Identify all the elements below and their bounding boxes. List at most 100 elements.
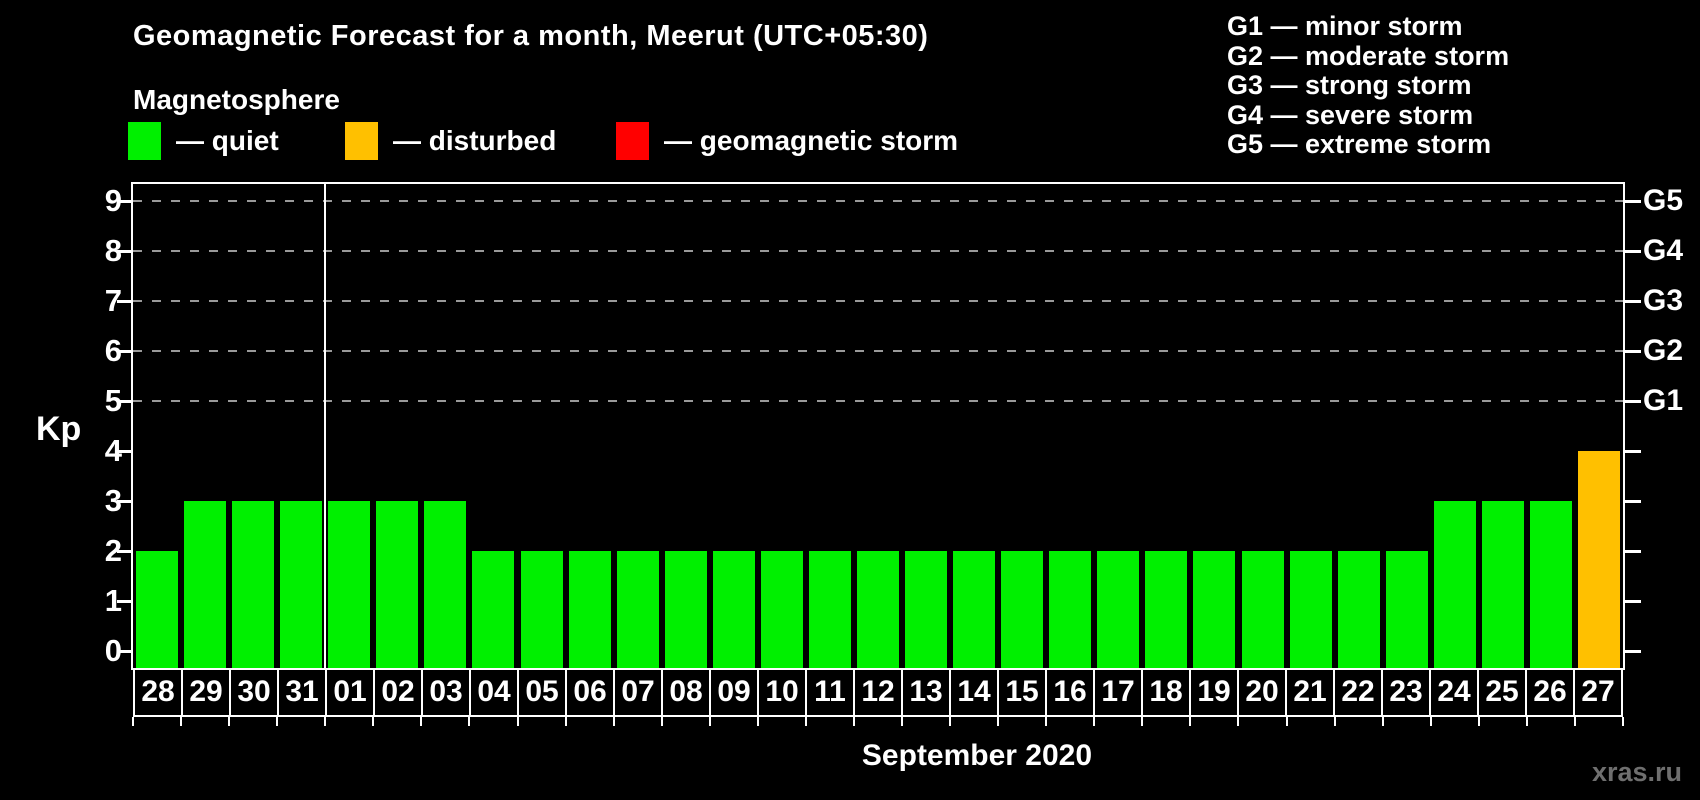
day-cell-30: 30 (231, 670, 277, 715)
bottom-tick-20 (1093, 717, 1096, 726)
bottom-tick-0 (132, 717, 134, 726)
bar-day-14 (953, 551, 996, 668)
bar-day-05 (520, 551, 563, 668)
bar-day-22 (1337, 551, 1380, 668)
bar-day-13 (905, 551, 948, 668)
left-tick-8 (117, 250, 133, 253)
bottom-tick-22 (1189, 717, 1192, 726)
right-tick-0 (1625, 650, 1641, 653)
g-axis-label-g1: G1 (1643, 384, 1684, 417)
bottom-tick-7 (468, 717, 471, 726)
bar-day-18 (1145, 551, 1188, 668)
day-cell-05: 05 (519, 670, 565, 715)
day-cell-23: 23 (1383, 670, 1429, 715)
bar-day-01 (328, 501, 371, 668)
y-tick-label-4: 4 (104, 433, 122, 468)
bar-day-10 (760, 551, 803, 668)
left-tick-9 (117, 200, 133, 203)
g-axis-label-g2: G2 (1643, 334, 1684, 367)
bottom-tick-29 (1525, 717, 1528, 726)
day-cell-06: 06 (567, 670, 613, 715)
bottom-tick-17 (949, 717, 952, 726)
gridline-kp6 (133, 350, 1623, 352)
legend-label-storm: — geomagnetic storm (664, 125, 959, 156)
gridline-kp7 (133, 300, 1623, 302)
right-tick-9 (1625, 200, 1641, 203)
left-tick-0 (117, 650, 133, 653)
bar-day-12 (857, 551, 899, 668)
plot-area (133, 184, 1623, 668)
day-cell-26: 26 (1527, 670, 1573, 715)
bottom-tick-2 (228, 717, 231, 726)
bar-day-02 (376, 501, 419, 668)
day-cell-13: 13 (903, 670, 949, 715)
y-tick-label-9: 9 (104, 183, 122, 218)
day-cell-17: 17 (1095, 670, 1141, 715)
g-axis-labels: G1 G2 G3 G4 G5 (1643, 184, 1700, 668)
bottom-tick-6 (420, 717, 423, 726)
legend-label-quiet: — quiet (176, 125, 279, 156)
gridline-kp9 (133, 200, 1623, 202)
bar-day-17 (1097, 551, 1140, 668)
right-axis-ticks (1625, 184, 1641, 668)
bottom-tick-11 (660, 717, 663, 726)
kp-axis-title: Kp (36, 410, 82, 448)
left-tick-4 (117, 450, 133, 453)
day-cell-03: 03 (423, 670, 469, 715)
left-tick-5 (117, 400, 133, 403)
bar-day-29 (184, 501, 227, 668)
bottom-tick-13 (756, 717, 759, 726)
y-tick-label-6: 6 (104, 333, 122, 368)
bar-day-27 (1577, 451, 1620, 668)
bottom-tick-27 (1429, 717, 1432, 726)
bar-day-16 (1049, 551, 1092, 668)
day-cell-10: 10 (759, 670, 805, 715)
bottom-tick-3 (276, 717, 279, 726)
y-axis-tick-labels: 0 1 2 3 4 5 6 7 8 9 (0, 183, 122, 668)
day-cell-24: 24 (1431, 670, 1477, 715)
bottom-tick-28 (1477, 717, 1480, 726)
day-cell-09: 09 (711, 670, 757, 715)
day-cell-25: 25 (1479, 670, 1525, 715)
bottom-tick-24 (1285, 717, 1288, 726)
day-cell-28: 28 (135, 670, 181, 715)
bottom-tick-19 (1045, 717, 1048, 726)
bottom-tick-14 (804, 717, 807, 726)
bar-day-08 (664, 551, 707, 668)
bar-day-23 (1385, 551, 1428, 668)
month-label: September 2020 (861, 739, 1093, 772)
bottom-tick-9 (564, 717, 567, 726)
day-cell-19: 19 (1191, 670, 1237, 715)
bottom-tick-1 (180, 717, 183, 726)
bar-day-28 (136, 551, 179, 668)
watermark: xras.ru (1591, 757, 1682, 787)
left-tick-6 (117, 350, 133, 353)
g-legend-line-g4: G4 — severe storm (1227, 99, 1474, 130)
bottom-tick-21 (1141, 717, 1144, 726)
bar-day-06 (568, 551, 611, 668)
y-tick-label-2: 2 (104, 533, 122, 568)
bottom-tick-30 (1573, 717, 1576, 726)
g-axis-label-g4: G4 (1643, 234, 1684, 267)
chart-title: Geomagnetic Forecast for a month, Meerut… (133, 20, 929, 52)
day-cell-08: 08 (663, 670, 709, 715)
day-cell-04: 04 (471, 670, 517, 715)
bar-day-25 (1481, 501, 1524, 668)
day-cell-29: 29 (183, 670, 229, 715)
storm-color-swatch (616, 122, 649, 160)
magnetosphere-label: Magnetosphere (133, 84, 340, 115)
right-tick-2 (1625, 550, 1641, 553)
right-tick-6 (1625, 350, 1641, 353)
bar-day-15 (1001, 551, 1044, 668)
y-tick-label-7: 7 (104, 283, 122, 318)
bottom-tick-31 (1622, 717, 1624, 726)
left-tick-2 (117, 550, 133, 553)
day-cell-18: 18 (1143, 670, 1189, 715)
day-cell-02: 02 (375, 670, 421, 715)
bottom-axis-ticks (132, 717, 1624, 726)
bar-day-04 (472, 551, 515, 668)
day-cell-20: 20 (1239, 670, 1285, 715)
g-legend-line-g2: G2 — moderate storm (1227, 40, 1510, 71)
day-cell-16: 16 (1047, 670, 1093, 715)
